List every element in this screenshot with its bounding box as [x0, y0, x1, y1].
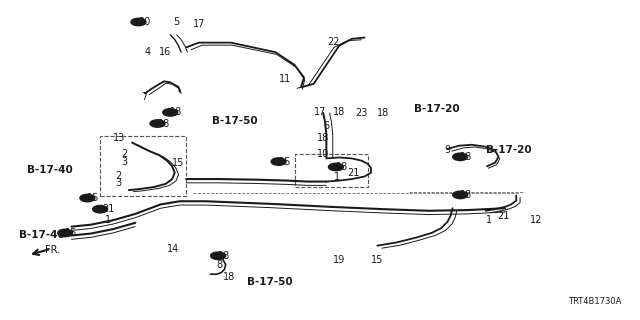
- Text: 11: 11: [278, 74, 291, 84]
- Text: 15: 15: [88, 193, 100, 203]
- Text: 18: 18: [218, 251, 230, 261]
- Text: 18: 18: [157, 118, 170, 129]
- Text: 12: 12: [531, 215, 543, 225]
- Text: 6: 6: [323, 121, 330, 131]
- Text: 9: 9: [444, 146, 451, 156]
- Text: 23: 23: [355, 108, 367, 118]
- Text: B-17-20: B-17-20: [414, 104, 460, 114]
- Text: 18: 18: [170, 108, 182, 117]
- Text: 3: 3: [121, 156, 127, 167]
- Text: B-17-50: B-17-50: [212, 116, 257, 126]
- Text: B-17-50: B-17-50: [246, 277, 292, 287]
- Text: 22: 22: [328, 37, 340, 47]
- Text: 17: 17: [314, 108, 326, 117]
- Text: 10: 10: [317, 149, 329, 159]
- Text: 1: 1: [104, 215, 111, 225]
- Text: 14: 14: [167, 244, 179, 254]
- Circle shape: [58, 229, 72, 237]
- Text: B-17-40: B-17-40: [27, 164, 72, 174]
- Circle shape: [80, 194, 95, 202]
- Text: 19: 19: [333, 255, 345, 265]
- Text: 1: 1: [486, 215, 492, 225]
- Text: 17: 17: [193, 19, 205, 28]
- Text: 21: 21: [102, 204, 115, 214]
- Text: 15: 15: [172, 158, 184, 168]
- Text: 16: 16: [159, 47, 172, 57]
- Text: 1: 1: [334, 172, 340, 182]
- Text: 21: 21: [497, 211, 509, 220]
- Circle shape: [150, 120, 165, 127]
- Text: 4: 4: [145, 47, 151, 57]
- Text: 15: 15: [371, 255, 383, 265]
- Text: 2: 2: [115, 171, 121, 181]
- Text: 21: 21: [348, 168, 360, 178]
- Circle shape: [211, 252, 225, 260]
- Text: 18: 18: [333, 108, 345, 117]
- Text: 13: 13: [113, 133, 125, 143]
- Circle shape: [271, 158, 286, 165]
- Text: 5: 5: [173, 17, 180, 27]
- Circle shape: [452, 153, 468, 161]
- Text: 20: 20: [138, 17, 151, 27]
- Text: TRT4B1730A: TRT4B1730A: [568, 297, 622, 306]
- Text: 18: 18: [460, 190, 472, 200]
- Text: B-17-20: B-17-20: [486, 146, 531, 156]
- Text: 8: 8: [217, 260, 223, 270]
- Text: 18: 18: [317, 133, 329, 143]
- Text: 3: 3: [115, 178, 121, 188]
- Circle shape: [328, 163, 344, 171]
- Text: B-17-40: B-17-40: [19, 229, 65, 240]
- Text: 18: 18: [460, 152, 472, 162]
- Circle shape: [93, 205, 108, 213]
- Circle shape: [163, 109, 178, 116]
- Circle shape: [452, 191, 468, 199]
- Text: 18: 18: [378, 108, 390, 118]
- Text: 18: 18: [336, 162, 348, 172]
- Text: FR.: FR.: [45, 245, 60, 255]
- Text: 15: 15: [278, 156, 291, 167]
- Text: 18: 18: [223, 272, 236, 282]
- Circle shape: [131, 18, 146, 26]
- Text: 2: 2: [121, 149, 127, 159]
- Text: 7: 7: [141, 92, 148, 101]
- Text: 15: 15: [65, 228, 77, 238]
